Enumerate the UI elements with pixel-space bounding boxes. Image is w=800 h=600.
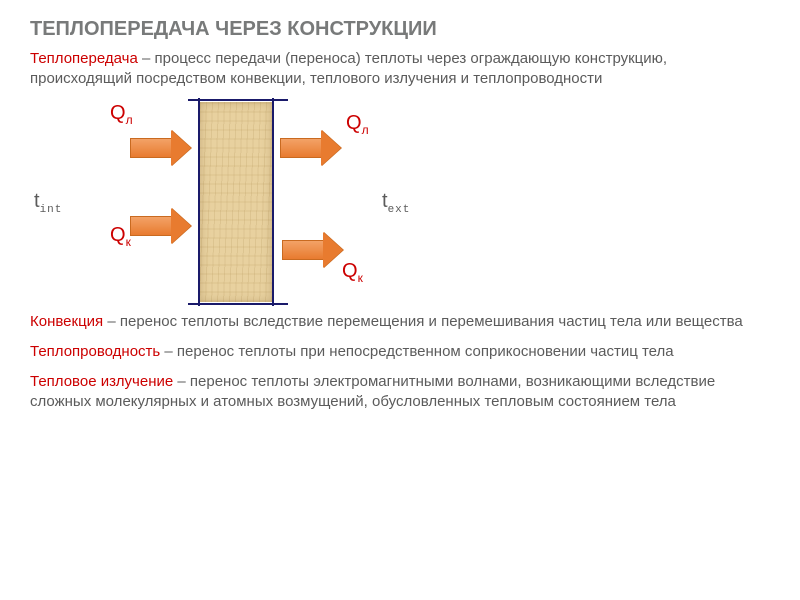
wall-border-right bbox=[272, 98, 274, 306]
definition-1: Теплопроводность – перенос теплоты при н… bbox=[30, 342, 770, 362]
intro-term: Теплопередача bbox=[30, 50, 138, 67]
definition-0: Конвекция – перенос теплоты вследствие п… bbox=[30, 312, 770, 332]
q-label-2: Qл bbox=[346, 112, 369, 137]
q-label-1: Qк bbox=[110, 224, 131, 249]
left-top-arrow bbox=[130, 130, 191, 166]
definition-term-0: Конвекция bbox=[30, 313, 103, 330]
wall-border-left bbox=[198, 98, 200, 306]
right-bot-arrow bbox=[282, 232, 343, 268]
wall-cap-bot bbox=[188, 303, 288, 305]
intro-paragraph: Теплопередача – процесс передачи (перено… bbox=[30, 49, 770, 90]
t-label-0: tint bbox=[34, 190, 62, 216]
definition-term-1: Теплопроводность bbox=[30, 343, 160, 360]
page-title: ТЕПЛОПЕРЕДАЧА ЧЕРЕЗ КОНСТРУКЦИИ bbox=[30, 18, 770, 41]
definition-term-2: Тепловое излучение bbox=[30, 373, 173, 390]
t-label-1: text bbox=[382, 190, 410, 216]
definition-2: Тепловое излучение – перенос теплоты эле… bbox=[30, 372, 770, 413]
wall-rect bbox=[200, 102, 272, 302]
left-bot-arrow bbox=[130, 208, 191, 244]
definition-text-1: – перенос теплоты при непосредственном с… bbox=[160, 343, 673, 360]
definition-text-0: – перенос теплоты вследствие перемещения… bbox=[103, 313, 743, 330]
right-top-arrow bbox=[280, 130, 341, 166]
heat-transfer-diagram: Qл Qк Qл Qк tint text bbox=[30, 102, 450, 302]
wall-cap-top bbox=[188, 99, 288, 101]
q-label-3: Qк bbox=[342, 260, 363, 285]
q-label-0: Qл bbox=[110, 102, 133, 127]
